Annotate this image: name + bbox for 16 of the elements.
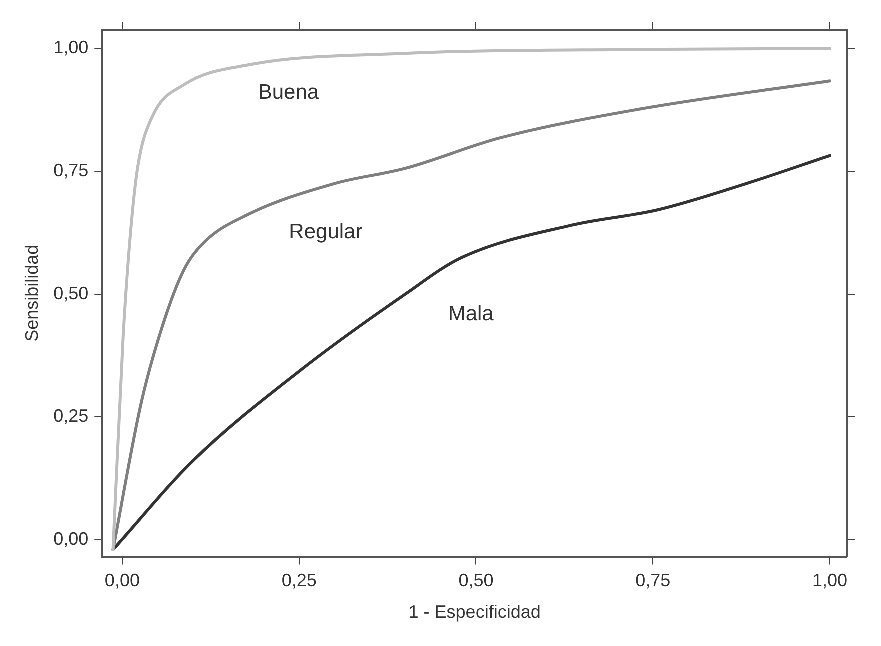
series-label: Regular xyxy=(289,220,363,244)
x-axis-title: 1 - Especificidad xyxy=(408,602,541,622)
x-tick-label: 0,00 xyxy=(104,570,140,591)
y-tick-label: 0,00 xyxy=(54,529,89,550)
x-tick-label: 1,00 xyxy=(812,570,848,591)
line-series xyxy=(112,154,832,552)
series-label: Buena xyxy=(258,81,320,104)
y-axis-title: Sensibilidad xyxy=(22,244,42,342)
y-tick-label: 0,50 xyxy=(54,283,89,304)
x-tick-label: 0,25 xyxy=(282,570,317,591)
y-tick-label: 1,00 xyxy=(54,38,89,58)
x-tick-label: 0,50 xyxy=(458,570,494,591)
y-tick-label: 0,25 xyxy=(54,406,89,426)
x-tick-label: 0,75 xyxy=(636,570,671,591)
series-label: Mala xyxy=(448,302,494,326)
y-tick-label: 0,75 xyxy=(54,160,89,180)
